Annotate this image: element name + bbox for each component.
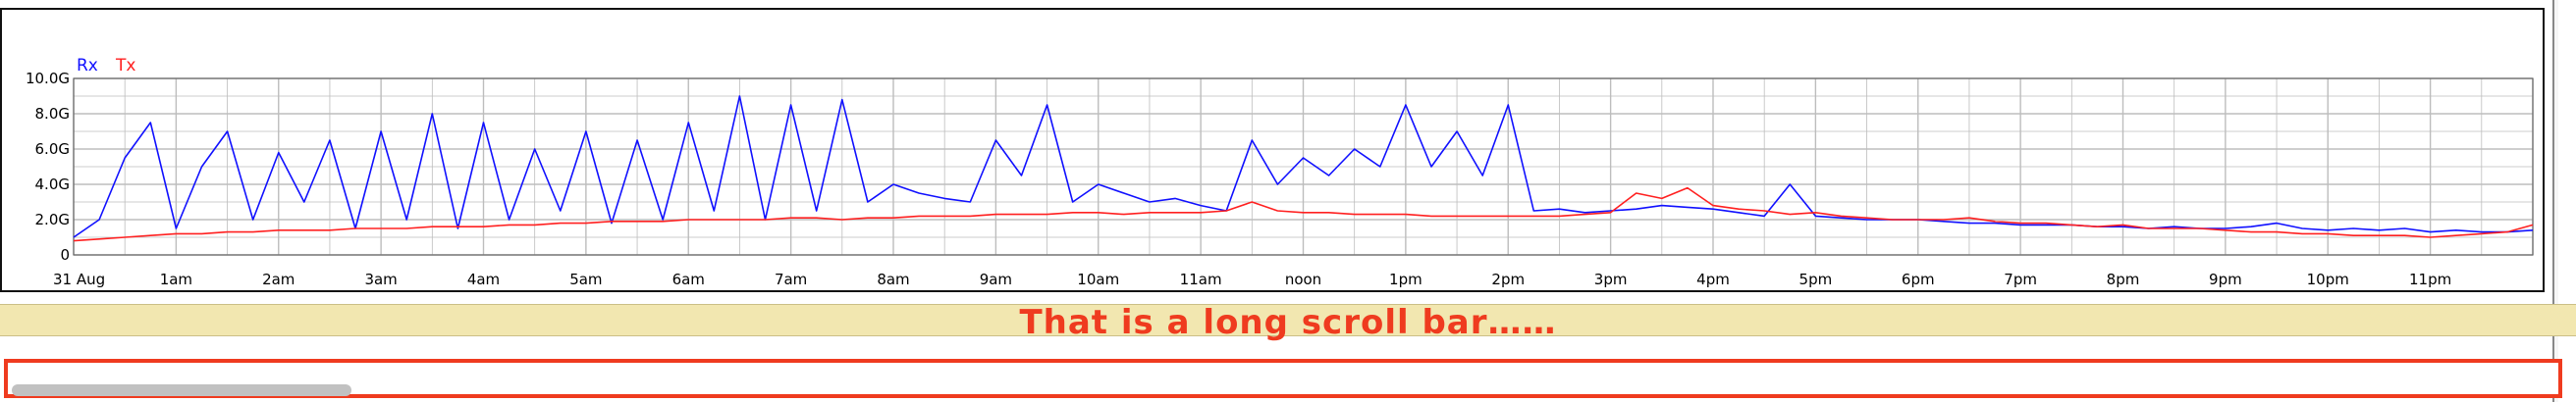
y-tick-label: 4.0G: [35, 176, 70, 193]
window-edge: [2552, 0, 2558, 402]
x-tick-label: 1am: [160, 271, 192, 288]
plot-area: [73, 77, 2534, 256]
horizontal-scrollbar-highlight: [4, 359, 2562, 398]
x-tick-label: 10pm: [2307, 271, 2349, 288]
horizontal-scrollbar-thumb[interactable]: [12, 384, 351, 396]
x-tick-label: 10am: [1077, 271, 1119, 288]
x-tick-label: 5am: [569, 271, 602, 288]
x-tick-label: 8pm: [2107, 271, 2140, 288]
x-tick-label: 11pm: [2409, 271, 2451, 288]
series-line-tx: [73, 186, 2534, 242]
y-tick-label: 10.0G: [26, 70, 70, 87]
y-tick-label: 2.0G: [35, 211, 70, 228]
x-tick-label: 5pm: [1799, 271, 1833, 288]
x-tick-label: 6pm: [1902, 271, 1935, 288]
annotation-text: That is a long scroll bar……: [1019, 303, 1557, 342]
x-tick-label: 7pm: [2004, 271, 2037, 288]
x-tick-label: 7am: [775, 271, 807, 288]
x-tick-label: 6am: [672, 271, 705, 288]
traffic-chart-frame: 31 Aug 1am 2am 3am 4am 5am 6am 7am 8am 9am 10am 11a…: [0, 8, 2545, 292]
x-tick-label: 31 Aug: [53, 271, 105, 288]
traffic-chart: 31 Aug 1am 2am 3am 4am 5am 6am 7am 8am 9am 10am 11a…: [26, 56, 2534, 288]
y-tick-label: 8.0G: [35, 105, 70, 123]
x-tick-label: 2pm: [1491, 271, 1525, 288]
x-tick-label: 8am: [877, 271, 909, 288]
x-tick-label: 2am: [262, 271, 295, 288]
annotation-banner: [0, 304, 2576, 336]
x-tick-label: 9am: [980, 271, 1012, 288]
x-tick-label: 9pm: [2209, 271, 2242, 288]
x-tick-label: 4am: [467, 271, 500, 288]
x-tick-label: 4pm: [1696, 271, 1730, 288]
legend-tx: Tx: [115, 56, 135, 75]
x-tick-label: 1pm: [1389, 271, 1422, 288]
series-line-rx: [73, 95, 2534, 238]
x-tick-label: 3pm: [1594, 271, 1628, 288]
y-tick-label: 0: [60, 246, 70, 264]
x-tick-label: 11am: [1180, 271, 1222, 288]
y-tick-label: 6.0G: [35, 140, 70, 158]
x-tick-label: noon: [1285, 271, 1321, 288]
x-tick-label: 3am: [364, 271, 397, 288]
legend-rx: Rx: [77, 56, 98, 75]
